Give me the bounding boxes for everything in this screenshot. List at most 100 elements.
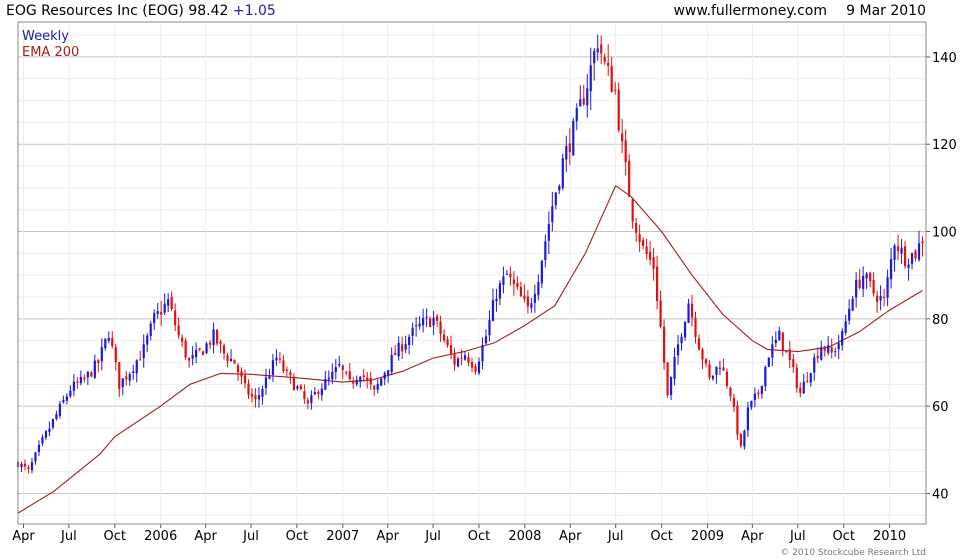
- candle-body: [778, 330, 781, 341]
- candle-body: [418, 323, 421, 327]
- candle-body: [722, 367, 725, 371]
- candle-body: [628, 161, 631, 197]
- candle-body: [449, 344, 453, 354]
- candle-body: [516, 282, 519, 288]
- candle-body: [48, 428, 51, 432]
- candle-body: [97, 360, 100, 364]
- candle-body: [79, 376, 82, 384]
- candle-body: [69, 390, 72, 397]
- candle-body: [118, 362, 121, 389]
- candle-body: [732, 397, 736, 407]
- candle-body: [610, 66, 613, 93]
- candle-body: [338, 363, 341, 366]
- candle-body: [799, 387, 802, 393]
- candle-body: [428, 318, 432, 327]
- candle-body: [736, 405, 739, 435]
- candle-body: [299, 385, 302, 390]
- candle-body: [34, 452, 37, 462]
- candle-body: [844, 321, 847, 333]
- candle-body: [317, 391, 320, 395]
- candle-body: [834, 351, 837, 353]
- candle-body: [725, 371, 729, 386]
- candle-body: [104, 338, 107, 349]
- candle-body: [481, 345, 484, 362]
- candle-body: [456, 358, 460, 367]
- x-tick-label: Jul: [424, 529, 441, 544]
- candle-body: [484, 336, 488, 344]
- y-tick-label: 80: [932, 313, 949, 328]
- candle-body: [572, 120, 575, 156]
- candle-body: [254, 395, 257, 400]
- candle-body: [593, 50, 596, 64]
- candle-body: [813, 357, 816, 373]
- candle-body: [547, 224, 550, 241]
- candle-body: [132, 371, 135, 373]
- candle-body: [757, 392, 760, 395]
- candle-body: [914, 250, 917, 259]
- candle-body: [558, 185, 561, 191]
- x-tick-label: Apr: [559, 529, 582, 544]
- x-tick-label: Jul: [242, 529, 259, 544]
- candle-body: [676, 344, 680, 356]
- candle-body: [586, 88, 589, 106]
- candle-body: [638, 234, 641, 242]
- candle-body: [271, 360, 275, 376]
- x-tick-label: 2009: [691, 529, 724, 544]
- candle-body: [635, 222, 638, 233]
- candle-body: [142, 344, 145, 359]
- candle-body: [236, 365, 240, 373]
- candle-body: [642, 239, 645, 246]
- candle-body: [257, 395, 261, 400]
- candle-body: [533, 294, 536, 303]
- candle-body: [65, 396, 68, 401]
- candle-body: [739, 434, 743, 446]
- candle-body: [848, 308, 851, 321]
- candle-body: [872, 280, 875, 294]
- candle-body: [893, 245, 896, 260]
- x-tick-label: 2006: [144, 529, 177, 544]
- candle-body: [174, 310, 177, 326]
- candle-body: [100, 347, 103, 362]
- candle-body: [795, 367, 798, 389]
- candle-body: [453, 353, 456, 365]
- candle-body: [219, 341, 222, 344]
- candle-body: [750, 400, 753, 408]
- x-tick-label: Oct: [650, 529, 672, 544]
- candle-body: [121, 378, 124, 388]
- candle-body: [261, 388, 264, 397]
- candle-body: [624, 140, 627, 163]
- x-tick-label: Jul: [789, 529, 806, 544]
- candle-body: [858, 279, 861, 289]
- y-tick-label: 40: [932, 487, 949, 502]
- candle-body: [320, 388, 323, 396]
- candle-body: [72, 381, 75, 391]
- legend-ema: EMA 200: [22, 45, 79, 60]
- candle-body: [788, 349, 791, 361]
- candle-body: [792, 359, 795, 368]
- candle-body: [208, 342, 212, 345]
- candle-body: [771, 344, 774, 358]
- candle-body: [649, 251, 652, 260]
- candle-body: [289, 372, 292, 376]
- candle-body: [614, 89, 617, 91]
- candle-body: [163, 303, 166, 313]
- candle-body: [760, 385, 763, 394]
- candle-body: [502, 276, 505, 285]
- candle-body: [432, 317, 435, 326]
- candle-body: [55, 414, 58, 420]
- candle-body: [296, 386, 299, 389]
- candle-body: [390, 354, 393, 373]
- candle-body: [359, 376, 362, 382]
- candle-body: [715, 366, 718, 375]
- candle-body: [408, 336, 411, 346]
- candle-body: [544, 241, 547, 261]
- candle-body: [921, 241, 924, 244]
- candle-body: [505, 273, 509, 275]
- candle-body: [743, 430, 746, 447]
- candle-body: [690, 303, 694, 318]
- candle-body: [659, 300, 662, 327]
- y-tick-label: 140: [932, 51, 957, 66]
- candle-body: [816, 355, 819, 359]
- plot-frame: [17, 21, 927, 525]
